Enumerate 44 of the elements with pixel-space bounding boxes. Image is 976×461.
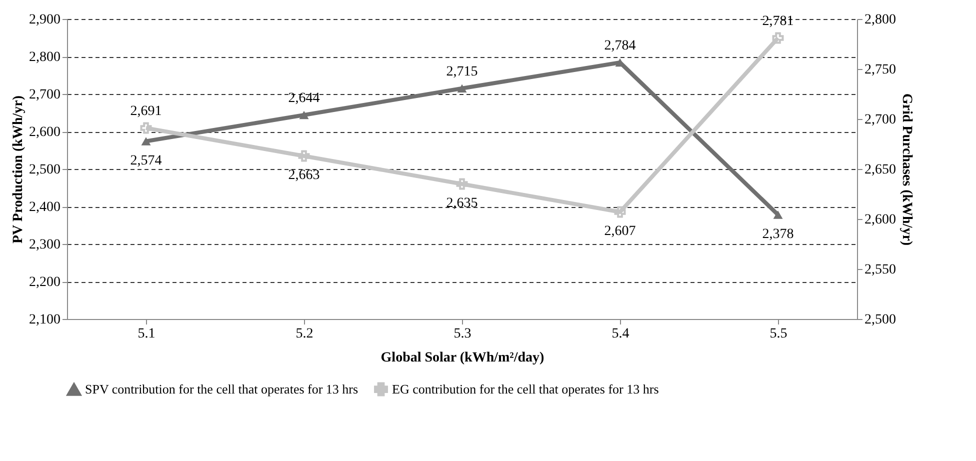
y2-tick-label: 2,600 xyxy=(864,212,896,228)
point xyxy=(773,210,783,219)
data-label: 2,781 xyxy=(762,14,794,29)
point xyxy=(298,150,310,162)
x-axis-title: Global Solar (kWh/m²/day) xyxy=(380,350,545,366)
data-label: 2,663 xyxy=(288,168,320,183)
data-label: 2,644 xyxy=(288,91,320,106)
point xyxy=(299,110,309,120)
data-label: 2,574 xyxy=(130,153,162,168)
point xyxy=(457,84,467,92)
x-tick-label: 5.2 xyxy=(296,326,314,342)
x-tick-label: 5.1 xyxy=(138,326,156,342)
y-tick-label: 2,900 xyxy=(29,12,60,28)
y-tick-label: 2,500 xyxy=(29,162,60,178)
point xyxy=(456,178,468,190)
y-axis-title: PV Production (kWh/yr) xyxy=(11,95,26,244)
point xyxy=(614,206,626,218)
legend-label: SPV contribution for the cell that operates for 13 hrs xyxy=(85,382,358,397)
point xyxy=(140,122,152,134)
y-tick-label: 2,400 xyxy=(29,200,60,215)
y2-tick-label: 2,700 xyxy=(864,112,896,128)
y2-tick-label: 2,650 xyxy=(864,162,896,178)
y2-tick-label: 2,800 xyxy=(864,12,896,28)
y2-axis-title: Grid Purchases (kWh/yr) xyxy=(899,93,914,246)
data-label: 2,691 xyxy=(130,104,162,119)
y-tick-label: 2,800 xyxy=(29,50,60,65)
y-tick-label: 2,600 xyxy=(29,125,60,140)
data-label: 2,378 xyxy=(762,226,794,242)
data-label: 2,607 xyxy=(604,224,636,239)
y-tick-label: 2,200 xyxy=(29,275,60,290)
y-tick-label: 2,100 xyxy=(29,312,60,328)
x-tick-label: 5.5 xyxy=(770,326,788,342)
data-label: 2,715 xyxy=(446,64,478,80)
y-tick-label: 2,700 xyxy=(29,88,60,102)
y-tick-label: 2,300 xyxy=(29,238,60,252)
y2-tick-label: 2,550 xyxy=(864,262,896,278)
x-tick-label: 5.4 xyxy=(612,326,630,342)
data-label: 2,784 xyxy=(604,38,636,54)
point xyxy=(141,137,151,146)
y2-tick-label: 2,500 xyxy=(864,312,896,328)
y2-tick-label: 2,750 xyxy=(864,62,896,78)
legend-label: EG contribution for the cell that operates for 13 hrs xyxy=(392,381,659,396)
point xyxy=(772,32,784,44)
x-tick-label: 5.3 xyxy=(454,326,472,342)
